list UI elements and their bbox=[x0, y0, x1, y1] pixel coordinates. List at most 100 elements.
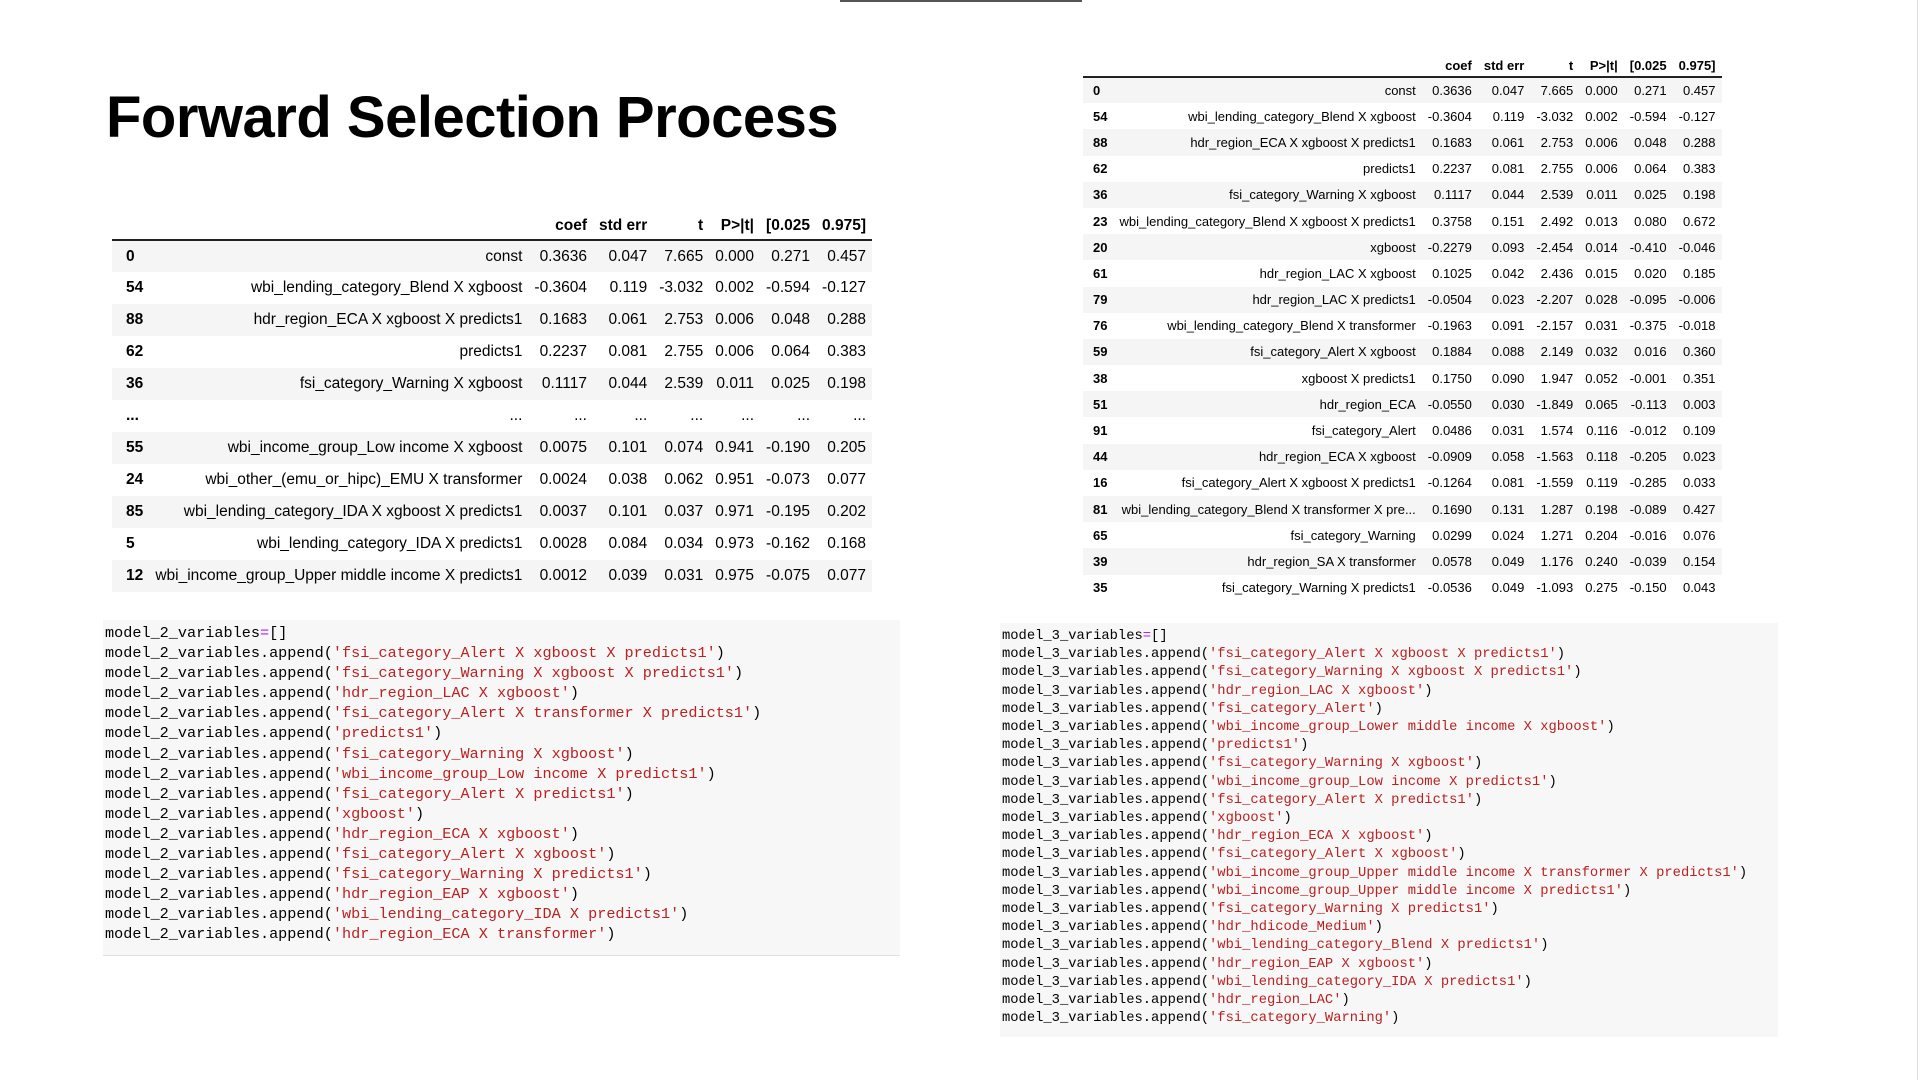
table-row: 59 fsi_category_Alert X xgboost 0.1884 0.08… bbox=[1083, 338, 1722, 366]
string-literal: hdr_region_ECA X xgboost bbox=[1217, 829, 1417, 845]
cell-value: 0.360 bbox=[1682, 344, 1716, 360]
row-index: 44 bbox=[1093, 449, 1108, 465]
page-title: Forward Selection Process bbox=[106, 85, 839, 150]
string-literal: wbi_income_group_Lower middle income X x… bbox=[1217, 720, 1599, 736]
row-index: 0 bbox=[126, 247, 135, 265]
quote: ' bbox=[1209, 720, 1218, 736]
quote: ' bbox=[332, 905, 343, 924]
cell-value: 2.755 bbox=[664, 343, 704, 360]
quote: ' bbox=[697, 764, 707, 783]
table-row: 35 fsi_category_Warning X predicts1 -0.053… bbox=[1083, 575, 1722, 601]
quote: ' bbox=[615, 784, 625, 803]
cell-value: 0.672 bbox=[1682, 213, 1716, 229]
paren: ( bbox=[1200, 665, 1210, 681]
cell-value: 0.2237 bbox=[539, 343, 587, 360]
row-index: 62 bbox=[1093, 161, 1108, 177]
method-name: .append bbox=[259, 684, 324, 703]
cell-value: -3.032 bbox=[659, 279, 704, 296]
string-literal: fsi_category_Alert bbox=[1217, 701, 1367, 717]
paren: ) bbox=[624, 744, 634, 763]
cell-value: 0.076 bbox=[1682, 527, 1716, 543]
string-literal: hdr_region_ECA X xgboost bbox=[342, 824, 561, 843]
string-literal: fsi_category_Alert X xgboost bbox=[1217, 847, 1450, 863]
cell-value: 0.168 bbox=[827, 535, 866, 552]
quote: ' bbox=[1209, 1011, 1218, 1027]
code-line: model_3_variables.append('wbi_income_gro… bbox=[1000, 865, 1778, 883]
cell-value: -0.162 bbox=[766, 535, 810, 552]
method-name: .append bbox=[1142, 974, 1201, 990]
table-row: 61 hdr_region_LAC X xgboost 0.1025 0.042 2.4… bbox=[1083, 260, 1722, 286]
method-name: .append bbox=[1142, 938, 1201, 954]
cell-value: 2.539 bbox=[664, 375, 704, 392]
model-2-code-cell[interactable]: model_2_variables=[] model_2_variables.ap… bbox=[103, 620, 900, 956]
cell-value: 0.109 bbox=[1682, 423, 1716, 439]
cell-value: -0.089 bbox=[1629, 501, 1667, 517]
variable-name: hdr_region_ECA X xgboost X predicts1 bbox=[253, 311, 523, 328]
paren: ) bbox=[642, 865, 652, 884]
cell-value: ... bbox=[741, 407, 755, 424]
cell-value: 0.062 bbox=[664, 471, 704, 488]
cell-value: 0.101 bbox=[608, 439, 648, 456]
string-literal: hdr_region_LAC X xgboost bbox=[1217, 683, 1417, 699]
variable-name: wbi_lending_category_Blend X xgboost bbox=[250, 279, 523, 296]
table-row: 20 xgboost -0.2279 0.093 -2.454 0.014 -0.410 -0… bbox=[1083, 234, 1722, 261]
cell-value: 0.951 bbox=[715, 471, 755, 488]
method-name: .append bbox=[1142, 756, 1201, 772]
cell-value: -0.018 bbox=[1678, 318, 1716, 334]
variable-name: model_3_variables bbox=[1002, 756, 1143, 772]
method-name: .append bbox=[1142, 993, 1201, 1009]
cell-value: -0.594 bbox=[1629, 108, 1667, 124]
string-literal: predicts1 bbox=[342, 724, 425, 743]
variable-name: const bbox=[485, 247, 523, 265]
row-index: 88 bbox=[1093, 134, 1108, 150]
cell-value: 0.049 bbox=[1491, 580, 1525, 596]
paren: ( bbox=[323, 804, 333, 823]
cell-value: -0.2279 bbox=[1427, 239, 1472, 255]
quote: ' bbox=[332, 724, 343, 743]
method-name: .append bbox=[259, 644, 324, 663]
code-line: model_3_variables.append('wbi_lending_ca… bbox=[1000, 974, 1778, 992]
table-row: 88 hdr_region_ECA X xgboost X predicts1 0.… bbox=[112, 304, 872, 336]
code-line: model_2_variables.append('fsi_category_A… bbox=[103, 844, 900, 864]
code-line: model_2_variables.append('wbi_lending_ca… bbox=[103, 904, 900, 924]
quote: ' bbox=[1209, 756, 1218, 772]
column-header: std err bbox=[592, 212, 654, 241]
row-index: 88 bbox=[126, 311, 144, 328]
row-index: 54 bbox=[126, 279, 144, 296]
variable-name: model_3_variables bbox=[1002, 647, 1143, 663]
row-index: 81 bbox=[1093, 501, 1108, 517]
quote: ' bbox=[332, 664, 343, 683]
table-row: 55 wbi_income_group_Low income X xgboost 0… bbox=[112, 432, 872, 464]
paren: ) bbox=[1391, 1011, 1400, 1027]
cell-value: -0.375 bbox=[1629, 318, 1667, 334]
code-line: model_2_variables.append('xgboost') bbox=[103, 804, 900, 824]
code-line: model_3_variables.append('fsi_category_A… bbox=[1000, 846, 1778, 864]
cell-value: 0.198 bbox=[1682, 187, 1716, 203]
variable-name: model_2_variables bbox=[105, 644, 260, 663]
row-index: 79 bbox=[1093, 292, 1108, 308]
cell-value: 0.973 bbox=[715, 535, 755, 552]
cell-value: 0.351 bbox=[1682, 370, 1716, 386]
cell-value: 0.088 bbox=[1491, 344, 1525, 360]
row-index: 85 bbox=[126, 503, 144, 520]
quote: ' bbox=[1209, 993, 1218, 1009]
paren: ( bbox=[1200, 756, 1210, 772]
table-row: 44 hdr_region_ECA X xgboost -0.0909 0.058 -1… bbox=[1083, 443, 1722, 470]
quote: ' bbox=[1209, 811, 1218, 827]
cell-value: 0.048 bbox=[771, 311, 810, 328]
quote: ' bbox=[332, 784, 343, 803]
variable-name: model_3_variables bbox=[1002, 774, 1143, 790]
cell-value: 0.061 bbox=[1491, 134, 1525, 150]
code-line: model_3_variables.append('fsi_category_A… bbox=[1000, 701, 1778, 719]
quote: ' bbox=[332, 804, 343, 823]
quote: ' bbox=[1209, 774, 1218, 790]
string-literal: fsi_category_Alert X xgboost X predicts1 bbox=[1217, 647, 1549, 663]
cell-value: -2.207 bbox=[1536, 292, 1574, 308]
table-row: 0 const 0.3636 0.047 7.665 0.000 0.271 0.457 bbox=[112, 240, 872, 272]
cell-value: 0.271 bbox=[1634, 83, 1667, 99]
cell-value: 0.002 bbox=[1585, 108, 1618, 124]
cell-value: 0.000 bbox=[1585, 83, 1618, 99]
model-3-code-cell[interactable]: model_3_variables=[] model_3_variables.ap… bbox=[1000, 623, 1778, 1037]
variable-name: hdr_region_ECA X xgboost X predicts1 bbox=[1190, 134, 1416, 150]
cell-value: 2.436 bbox=[1540, 265, 1574, 281]
